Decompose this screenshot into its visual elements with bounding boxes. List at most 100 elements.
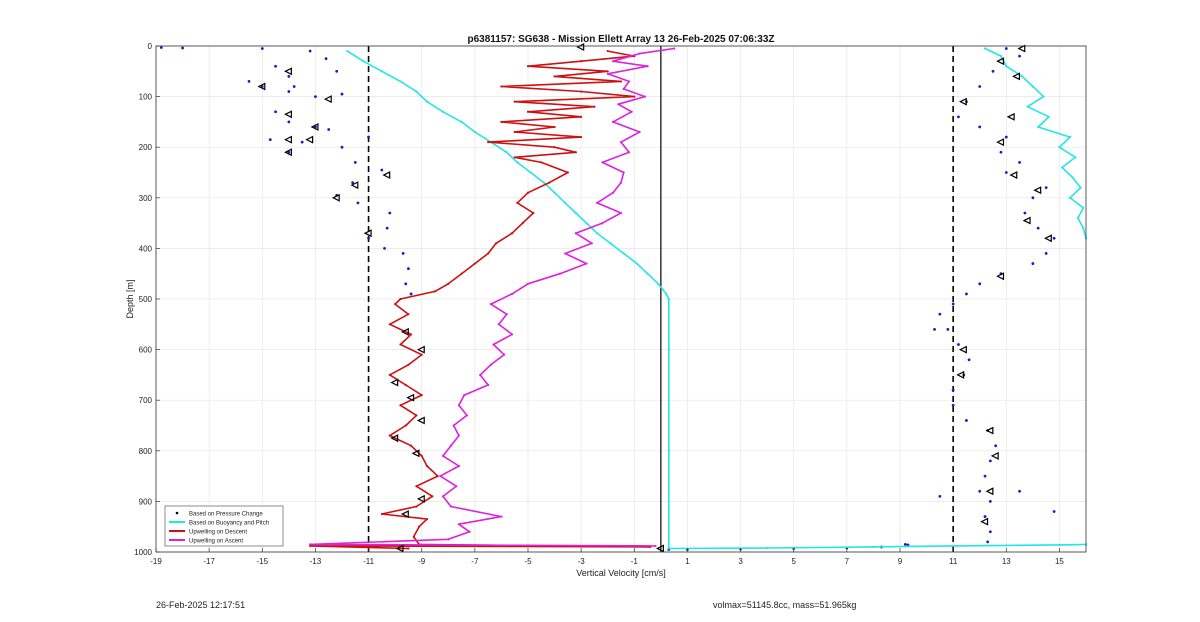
series-point <box>399 80 402 83</box>
series-point <box>449 505 453 508</box>
data-point <box>314 95 317 98</box>
triangle-marker <box>257 82 266 91</box>
series-line <box>309 50 651 550</box>
series-point <box>420 353 423 356</box>
triangle-marker <box>284 110 292 119</box>
series-point <box>564 201 567 204</box>
series-point <box>394 302 397 306</box>
series-point <box>593 105 596 108</box>
x-tick-label: 15 <box>1055 557 1064 566</box>
series-point <box>574 211 577 215</box>
y-tick-label: 100 <box>139 93 153 102</box>
footer-timestamp: 26-Feb-2025 12:17:51 <box>156 600 246 610</box>
series-point <box>595 201 599 204</box>
data-point <box>903 543 907 546</box>
data-point <box>967 358 971 362</box>
y-axis-label: Depth [m] <box>125 279 135 318</box>
data-point <box>340 145 344 149</box>
series-point <box>617 103 620 106</box>
series-point <box>492 343 495 346</box>
series-point <box>441 454 445 457</box>
series-point <box>500 85 503 88</box>
series-line <box>346 50 670 549</box>
series-point <box>412 535 415 538</box>
y-axis-ticks: 0 100 200 300 400 500 600 700 800 900 1000 <box>134 42 160 557</box>
series-point <box>665 292 668 296</box>
x-tick-label: 11 <box>949 557 958 566</box>
series-point <box>526 65 530 68</box>
data-point <box>367 135 370 139</box>
data-point <box>247 80 251 83</box>
series-point <box>622 87 625 91</box>
series-point <box>638 52 641 55</box>
legend: Based on Pressure Change Based on Buoyanc… <box>164 505 284 547</box>
legend-label: Based on Pressure Change <box>189 512 263 518</box>
series-point <box>489 302 492 306</box>
series-point <box>516 161 519 164</box>
series-point <box>415 505 418 508</box>
chart-title: p6381157: SG638 - Mission Ellett Array 1… <box>467 34 774 45</box>
x-tick-label: -17 <box>203 557 215 566</box>
data-point <box>988 530 992 534</box>
series-point <box>667 449 670 452</box>
data-point <box>965 292 968 296</box>
series-point <box>1068 135 1072 139</box>
series-point <box>346 49 349 53</box>
data-point <box>353 160 357 164</box>
series-point <box>487 252 490 255</box>
data-point <box>292 85 296 88</box>
data-point <box>159 46 163 49</box>
data-point <box>181 46 184 50</box>
series-point <box>558 272 561 275</box>
series-point <box>548 181 551 184</box>
y-tick-label: 300 <box>139 194 153 203</box>
series-point <box>420 394 423 397</box>
series-point <box>505 313 508 316</box>
data-point <box>991 69 995 73</box>
triangle-marker <box>400 510 409 519</box>
series-point <box>566 171 569 174</box>
data-point <box>986 540 990 544</box>
data-point <box>1031 262 1035 265</box>
triangle-marker <box>956 370 965 379</box>
series-point <box>595 232 599 235</box>
series-point <box>619 211 623 215</box>
series-point <box>553 146 556 149</box>
series-point <box>574 151 577 154</box>
triangle-marker <box>411 449 420 458</box>
data-point <box>1018 160 1021 164</box>
data-point <box>938 312 942 316</box>
x-tick-label: -1 <box>631 557 639 566</box>
data-point <box>1052 236 1056 240</box>
data-point <box>983 474 987 478</box>
triangle-markers <box>257 43 1052 553</box>
data-point <box>356 201 360 205</box>
data-point <box>1044 186 1048 190</box>
triangle-marker <box>350 181 359 190</box>
triangle-marker <box>323 95 332 104</box>
series-point <box>526 282 530 285</box>
series-point <box>513 156 516 159</box>
data-point <box>274 64 277 68</box>
data-point <box>287 120 291 124</box>
series-point <box>673 47 676 50</box>
data-point <box>951 388 955 392</box>
legend-swatch <box>175 511 179 515</box>
series-point <box>425 464 429 468</box>
series-layer <box>159 46 1088 551</box>
series-point <box>1047 115 1050 118</box>
series-line <box>668 543 1087 550</box>
series-point <box>407 313 410 316</box>
series-point <box>667 547 670 550</box>
series-point <box>580 90 583 93</box>
series-point <box>627 80 631 83</box>
legend-label: Upwelling on Descent <box>189 530 247 536</box>
triangle-marker <box>996 138 1005 147</box>
data-point <box>906 543 910 547</box>
data-point <box>300 140 304 144</box>
triangle-marker <box>656 544 664 553</box>
triangle-marker <box>1012 72 1021 81</box>
series-point <box>1058 543 1061 547</box>
triangle-marker <box>1017 44 1026 53</box>
